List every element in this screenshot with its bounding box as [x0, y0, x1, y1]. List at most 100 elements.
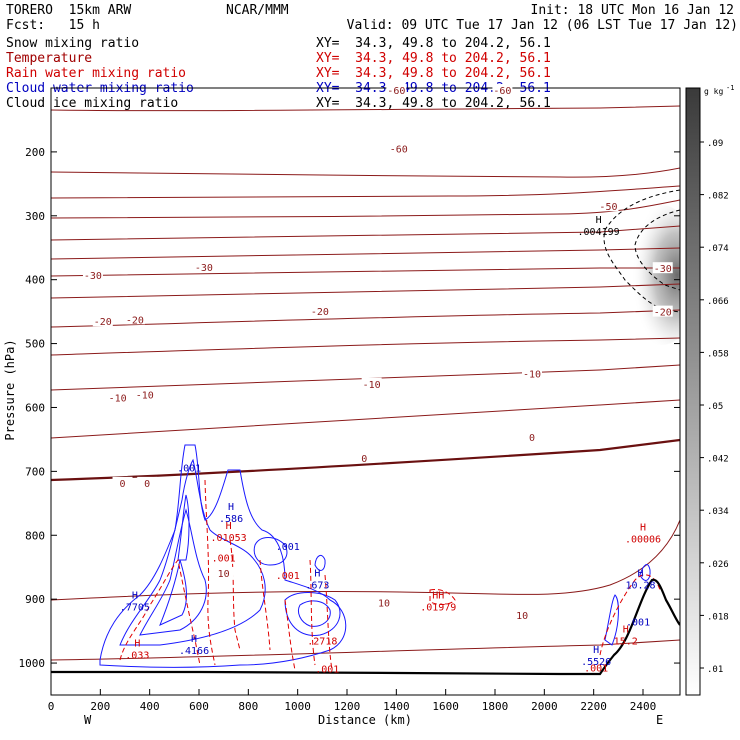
max-marker: H — [640, 522, 646, 533]
colorbar-unit: g kg — [704, 87, 723, 96]
temperature-label-bg — [134, 388, 155, 400]
max-value-label: .01053 — [211, 533, 247, 544]
max-value-label: .673 — [305, 580, 329, 591]
init-time: Init: 18 UTC Mon 16 Jan 12 — [530, 3, 735, 18]
temperature-label: -60 — [493, 86, 511, 97]
max-value-label: 10.28 — [625, 580, 655, 591]
temperature-label: 0 — [529, 433, 535, 444]
terrain-line — [51, 578, 680, 676]
isotherm — [51, 247, 680, 260]
rain-water-contours — [119, 479, 661, 671]
temperature-label-bg — [193, 260, 214, 272]
temperature-label-bg — [124, 313, 145, 325]
y-tick-label: 800 — [25, 529, 45, 542]
cloud-ice-contours — [603, 189, 680, 313]
isotherm — [51, 399, 680, 439]
y-tick-label: 1000 — [19, 657, 46, 670]
colorbar-tick-label: .026 — [707, 560, 729, 570]
max-marker: H — [638, 568, 644, 579]
colorbar-tick-label: .018 — [707, 612, 729, 622]
x-tick-label: 400 — [140, 700, 160, 713]
forecast-hour: Fcst: 15 h — [6, 18, 100, 33]
isotherm — [51, 267, 680, 277]
temperature-label: -20 — [94, 317, 112, 328]
temperature-label: -30 — [84, 271, 102, 282]
y-tick-label: 400 — [25, 274, 45, 287]
temperature-label: -30 — [654, 264, 672, 275]
temperature-label: -10 — [363, 380, 381, 391]
max-value-label: .001 — [315, 665, 339, 676]
max-marker: H — [593, 645, 599, 656]
temperature-label: 10 — [516, 611, 528, 622]
temperature-label: -10 — [136, 391, 154, 402]
x-axis-label: Distance (km) — [318, 713, 412, 727]
colorbar-tick-label: .042 — [707, 455, 729, 465]
y-tick-label: 200 — [25, 146, 45, 159]
organization-label: NCAR/MMM — [226, 3, 289, 18]
isotherm — [51, 167, 680, 178]
temperature-label: -30 — [195, 263, 213, 274]
legend-temperature: Temperature — [6, 51, 93, 66]
plot-frame — [50, 87, 681, 696]
temperature-label: 10 — [378, 598, 390, 609]
colorbar-tick-label: .066 — [707, 297, 729, 307]
x-tick-label: 800 — [238, 700, 258, 713]
temperature-label: -60 — [387, 86, 405, 97]
y-tick-label: 300 — [25, 210, 45, 223]
temperature-label-bg — [92, 315, 113, 327]
x-tick-label: 600 — [189, 700, 209, 713]
x-tick-label: 2000 — [531, 700, 558, 713]
legend-temperature-xy: XY= 34.3, 49.8 to 204.2, 56.1 — [316, 51, 551, 66]
temperature-label-bg — [309, 304, 330, 316]
isotherm — [51, 105, 680, 112]
temperature-label: -20 — [311, 307, 329, 318]
max-value-label: .001 — [626, 617, 650, 628]
legend-cloud-ice-xy: XY= 34.3, 49.8 to 204.2, 56.1 — [316, 96, 551, 111]
max-marker: H — [134, 639, 140, 650]
valid-time: Valid: 09 UTC Tue 17 Jan 12 (06 LST Tue … — [346, 18, 738, 33]
temperature-label-bg — [492, 83, 513, 95]
legend-cloud-ice: Cloud ice mixing ratio — [6, 96, 179, 111]
colorbar-tick-label: .058 — [707, 349, 729, 359]
colorbar-tick-label: .09 — [707, 139, 723, 149]
x-tick-label: 2200 — [580, 700, 607, 713]
x-axis: 0 200 400 600 800 1000 1200 1400 1600 1800 2000 220… — [48, 689, 656, 713]
max-value-label: .5526 — [581, 657, 611, 668]
y-tick-label: 700 — [25, 465, 45, 478]
temperature-label-bg — [112, 476, 133, 488]
temperature-label-bg — [354, 451, 375, 463]
colorbar-tick-label: .082 — [707, 192, 729, 202]
cloud-water-contours — [99, 444, 651, 668]
temperature-label-bg — [652, 262, 673, 274]
temperature-label-bg — [598, 200, 619, 212]
max-value-label: .001 — [276, 571, 300, 582]
temperature-label: 0 — [361, 454, 367, 465]
temperature-label: -60 — [390, 145, 408, 156]
temperature-label-bg — [522, 430, 542, 442]
legend-rain-xy: XY= 34.3, 49.8 to 204.2, 56.1 — [316, 66, 551, 81]
model-title: TORERO 15km ARW — [6, 3, 132, 18]
temperature-label-bg — [652, 305, 673, 317]
temperature-label: -20 — [654, 308, 672, 319]
legend-snow-xy: XY= 34.3, 49.8 to 204.2, 56.1 — [316, 36, 551, 51]
max-value-label: .4166 — [179, 646, 209, 657]
x-axis-east-label: E — [656, 713, 663, 727]
max-marker: H — [228, 502, 234, 513]
colorbar-tick-label: .074 — [707, 244, 729, 254]
max-value-label: .004199 — [578, 227, 620, 238]
max-marker: H — [191, 634, 197, 645]
temperature-label: -20 — [126, 315, 144, 326]
temperature-label-bg — [512, 609, 533, 621]
temperature-label: -10 — [109, 393, 127, 404]
max-value-label: .001 — [212, 554, 236, 565]
x-tick-label: 0 — [48, 700, 55, 713]
colorbar-ticks: .09 .082 .074 .066 .058 .05 .042 .034 .026 .018 .0… — [700, 139, 729, 675]
y-tick-label: 900 — [25, 593, 45, 606]
y-tick-label: 500 — [25, 338, 45, 351]
temperature-label: -10 — [523, 370, 541, 381]
temperature-label-bg — [213, 566, 234, 578]
max-value-label: .2718 — [307, 637, 337, 648]
x-tick-label: 1000 — [284, 700, 311, 713]
